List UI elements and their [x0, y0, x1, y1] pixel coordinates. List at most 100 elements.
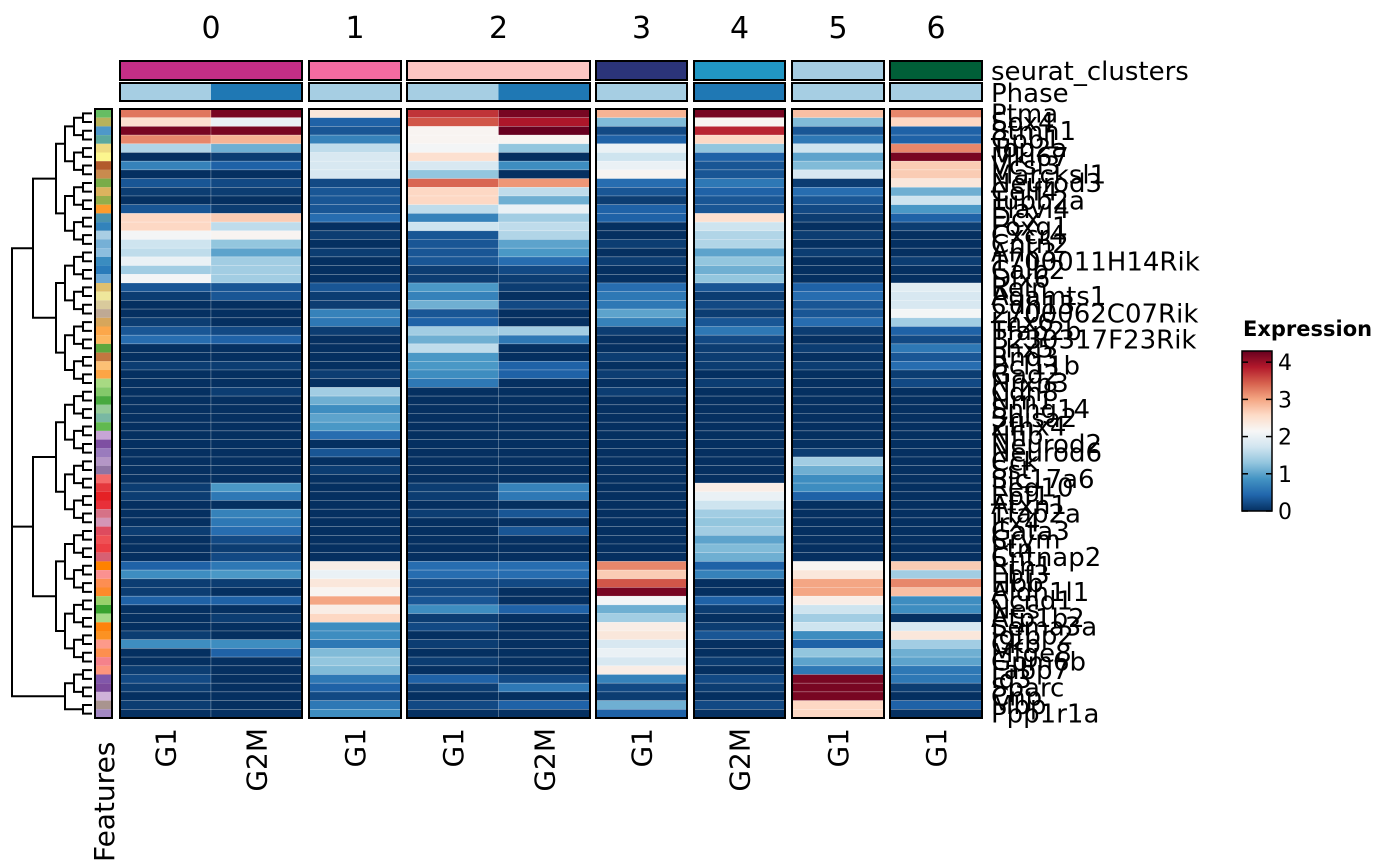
heatmap-cell [210, 569, 303, 580]
dendrogram-branch [32, 456, 56, 598]
heatmap-cell [498, 204, 591, 214]
heatmap-cell [693, 674, 786, 684]
legend-tick-label: 0 [1278, 500, 1292, 525]
heatmap-cell [889, 247, 983, 258]
dendrogram-branch [82, 129, 92, 141]
heatmap-cell [498, 421, 591, 432]
heatmap-cell [889, 578, 983, 588]
row-annotation-cell [95, 465, 112, 475]
row-label: Stmn1 [991, 117, 1076, 147]
heatmap-cell [791, 369, 885, 379]
x-tick-label: G2M [528, 728, 561, 792]
heatmap-cell [119, 708, 212, 719]
annotation-label-phase: Phase [991, 79, 1069, 109]
cluster-title: 3 [632, 11, 651, 46]
heatmap-cell [791, 204, 885, 214]
heatmap-cell [889, 126, 983, 136]
heatmap-cell [693, 117, 786, 127]
heatmap-cell [595, 526, 688, 536]
row-label: Reg10 [991, 473, 1073, 503]
heatmap-cell [406, 708, 499, 719]
row-annotation-cell [95, 439, 112, 449]
heatmap-cell [210, 143, 303, 153]
heatmap-cell [498, 334, 591, 345]
heatmap-cell [498, 326, 591, 336]
row-label: Lhx5 [991, 334, 1054, 364]
heatmap-cell [889, 639, 983, 649]
row-annotation-cell [95, 109, 112, 118]
heatmap-cell [406, 265, 499, 275]
heatmap-cell [406, 613, 499, 623]
heatmap-cell [119, 221, 212, 232]
heatmap-cell [498, 413, 591, 423]
heatmap-cell [498, 265, 591, 275]
heatmap-cell [693, 239, 786, 249]
x-tick-label: G2M [724, 728, 757, 792]
heatmap-cell [498, 395, 591, 406]
heatmap-cell [406, 517, 499, 527]
heatmap-cell [498, 291, 591, 301]
phase-annotation-border [889, 82, 983, 102]
heatmap-cell [889, 117, 983, 127]
heatmap-cell [498, 543, 591, 553]
heatmap-cell [406, 465, 499, 475]
heatmap-cell [498, 474, 591, 484]
heatmap-cell [308, 482, 402, 493]
heatmap-cell [210, 117, 303, 127]
heatmap-cell [406, 108, 499, 118]
row-label: Mki67 [991, 143, 1069, 173]
row-label: Foxg1 [991, 212, 1069, 242]
heatmap-cell [693, 108, 786, 118]
heatmap-cell [308, 117, 402, 127]
heatmap-cell [498, 630, 591, 640]
heatmap-cell [210, 691, 303, 701]
color-legend: Expression 0 1 2 3 4 [1241, 317, 1372, 525]
heatmap-cell [210, 456, 303, 466]
heatmap-cell [498, 656, 591, 667]
heatmap-cell [308, 621, 402, 632]
row-label: B230317F23Rik [991, 326, 1196, 356]
heatmap-cell [595, 360, 688, 371]
heatmap-cell [308, 256, 402, 266]
heatmap-cell [119, 282, 212, 292]
heatmap-cell [498, 108, 591, 118]
heatmap-cell [595, 213, 688, 223]
heatmap-cell [791, 665, 885, 675]
heatmap-cell [693, 126, 786, 136]
row-annotation-cell [95, 517, 112, 527]
heatmap-cell [406, 430, 499, 440]
dendrogram-branch [64, 612, 74, 650]
row-label: Top2a [990, 134, 1067, 164]
heatmap-cell [406, 439, 499, 449]
heatmap-cell [791, 439, 885, 449]
heatmap-cell [308, 265, 402, 275]
row-annotation-cell [95, 570, 112, 579]
heatmap-cell [498, 273, 591, 284]
dendrogram-branch [82, 460, 92, 472]
dendrogram-branch [82, 408, 92, 419]
heatmap-cell [595, 378, 688, 388]
heatmap-cell [791, 674, 885, 684]
phase-annotation-cell [407, 83, 499, 101]
heatmap-cell [119, 378, 212, 388]
heatmap-cell [119, 178, 212, 188]
heatmap-cell [498, 256, 591, 266]
row-annotation-cell [95, 665, 112, 675]
heatmap-cell [693, 700, 786, 710]
heatmap-cell [308, 708, 402, 719]
heatmap-cell [210, 578, 303, 588]
row-label: Nes [991, 595, 1040, 625]
row-label: Shisa2 [991, 404, 1077, 434]
heatmap-cell [693, 491, 786, 501]
heatmap-cell [595, 326, 688, 336]
heatmap-cell [595, 369, 688, 379]
heatmap-cell [889, 343, 983, 353]
dendrogram-branch [11, 387, 65, 698]
row-annotation-cell [95, 309, 112, 318]
heatmap-cell [119, 169, 212, 179]
heatmap-cell [693, 291, 786, 301]
heatmap-cell [210, 421, 303, 432]
phase-annotation-cell [792, 83, 884, 101]
dendrogram-branch [82, 425, 92, 437]
heatmap-cell [210, 108, 303, 118]
